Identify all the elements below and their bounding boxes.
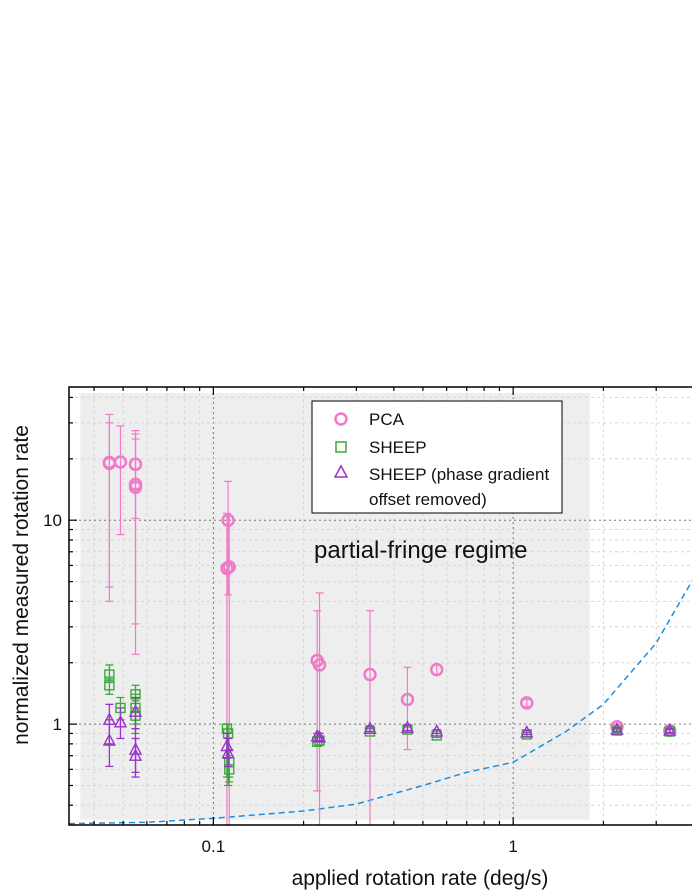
data-points bbox=[102, 413, 677, 826]
sheep-offset-point bbox=[400, 720, 415, 733]
pca-point bbox=[429, 662, 444, 677]
sheep-offset-point bbox=[113, 714, 128, 728]
pca-point bbox=[312, 658, 327, 672]
regime-label: partial-fringe regime bbox=[314, 537, 527, 564]
sheep-offset-point bbox=[520, 724, 534, 738]
sheep-offset-point bbox=[128, 748, 143, 761]
y-axis-title: normalized measured rotation rate bbox=[10, 425, 33, 745]
axis-ticks: 0.1 1 1 10 bbox=[43, 387, 657, 856]
y-tick-label: 10 bbox=[43, 511, 62, 530]
sheep-offset-point bbox=[221, 745, 235, 759]
sheep-point bbox=[664, 726, 675, 737]
series-2 bbox=[102, 696, 677, 778]
sheep-point bbox=[611, 725, 623, 736]
pca-point bbox=[400, 692, 415, 707]
x-axis-title: applied rotation rate (deg/s) bbox=[292, 867, 549, 890]
pca-point bbox=[519, 696, 534, 710]
legend-label-sheep-offset-line1: SHEEP (phase gradient bbox=[369, 465, 549, 484]
sheep-offset-point bbox=[663, 723, 677, 736]
pca-point bbox=[221, 513, 235, 527]
legend: PCA SHEEP SHEEP (phase gradient offset r… bbox=[311, 400, 563, 514]
x-tick-label: 1 bbox=[508, 837, 517, 856]
legend-marker-sheep bbox=[335, 441, 347, 453]
plot-frame bbox=[68, 386, 692, 826]
legend-label-sheep: SHEEP bbox=[369, 438, 427, 457]
legend-marker-sheep-offset bbox=[333, 464, 349, 478]
sheep-offset-point bbox=[610, 722, 624, 735]
sheep-point bbox=[224, 764, 235, 775]
x-tick-label: 0.1 bbox=[202, 837, 226, 856]
sheep-offset-point bbox=[430, 723, 444, 737]
pca-point bbox=[363, 667, 377, 682]
pca-point bbox=[128, 480, 143, 495]
legend-marker-pca bbox=[334, 412, 348, 426]
y-tick-label: 1 bbox=[53, 715, 62, 734]
sheep-offset-point bbox=[312, 729, 327, 743]
sheep-offset-point bbox=[102, 733, 117, 746]
sheep-offset-point bbox=[363, 721, 377, 734]
legend-box bbox=[311, 400, 563, 514]
pca-point bbox=[113, 455, 128, 469]
legend-label-pca: PCA bbox=[369, 410, 405, 429]
pca-point bbox=[222, 560, 237, 574]
legend-label-sheep-offset-line2: offset removed) bbox=[369, 490, 487, 509]
sheep-point bbox=[104, 680, 115, 691]
sheep-offset-point bbox=[128, 704, 143, 717]
